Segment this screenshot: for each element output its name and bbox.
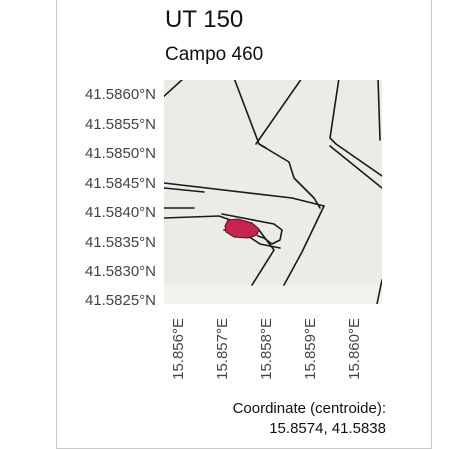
latitude-label: 41.5850°N	[84, 145, 156, 162]
road-line	[164, 187, 205, 193]
longitude-label: 15.858°E	[258, 318, 275, 380]
latitude-label: 41.5825°N	[84, 292, 156, 309]
longitude-label: 15.856°E	[170, 318, 187, 380]
latitude-label: 41.5830°N	[84, 263, 156, 280]
longitude-label: 15.860°E	[346, 318, 363, 380]
longitude-label: 15.857°E	[214, 318, 231, 380]
longitude-label: 15.859°E	[302, 318, 319, 380]
road-line	[255, 80, 302, 145]
parcel-outline	[221, 213, 283, 245]
latitude-label: 41.5845°N	[84, 175, 156, 192]
road-line	[283, 205, 325, 286]
road-line	[377, 80, 381, 141]
road-line	[164, 80, 183, 98]
centroid-value: 15.8574, 41.5838	[269, 420, 386, 437]
map-title: UT 150	[165, 6, 244, 33]
road-line	[164, 182, 325, 207]
selected-field[interactable]	[224, 218, 260, 239]
latitude-label: 41.5840°N	[84, 204, 156, 221]
centroid-label: Coordinate (centroide):	[232, 400, 386, 417]
map-canvas[interactable]	[164, 80, 382, 304]
road-line	[329, 145, 382, 189]
latitude-label: 41.5835°N	[84, 234, 156, 251]
road-line	[376, 279, 382, 304]
latitude-label: 41.5860°N	[84, 86, 156, 103]
map-svg	[164, 80, 382, 304]
land-area-light	[164, 285, 382, 304]
road-line	[329, 80, 382, 177]
road-line	[233, 80, 321, 209]
latitude-label: 41.5855°N	[84, 116, 156, 133]
road-line	[258, 143, 267, 149]
map-subtitle: Campo 460	[165, 44, 264, 65]
